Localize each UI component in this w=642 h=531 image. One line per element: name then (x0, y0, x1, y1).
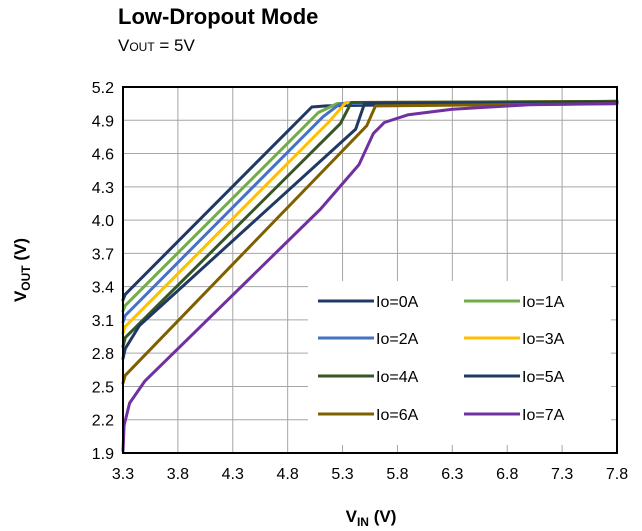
y-tick-label: 4.3 (92, 180, 114, 197)
y-tick-label: 4.6 (92, 147, 114, 164)
legend-background (308, 281, 611, 445)
x-tick-label: 3.8 (167, 466, 189, 483)
legend-label-io-6a: Io=6A (376, 407, 419, 424)
y-tick-label: 2.5 (92, 379, 114, 396)
legend-label-io-2a: Io=2A (376, 331, 419, 348)
y-tick-label: 3.1 (92, 313, 114, 330)
y-tick-label: 4.0 (92, 213, 114, 230)
legend-label-io-4a: Io=4A (376, 369, 419, 386)
y-tick-label: 1.9 (92, 446, 114, 463)
chart-subtitle: VOUT = 5V (118, 36, 195, 56)
x-tick-label: 7.8 (606, 466, 628, 483)
series-line-io-5a (121, 101, 619, 361)
y-tick-label: 2.8 (92, 346, 114, 363)
x-tick-label: 6.8 (496, 466, 518, 483)
legend-label-io-7a: Io=7A (522, 407, 565, 424)
x-axis-title: VIN (V) (346, 507, 397, 529)
x-tick-label: 5.8 (386, 466, 408, 483)
tick-labels: 3.3 3.8 4.3 4.8 5.3 5.8 6.3 6.8 7.3 7.8 1.9 2.2 2.5 2… (92, 80, 628, 483)
y-tick-label: 5.2 (92, 80, 114, 97)
subtitle-value: = 5V (154, 36, 195, 55)
y-axis-title: VOUT (V) (11, 238, 33, 302)
legend-label-io-0a: Io=0A (376, 294, 419, 311)
x-tick-label: 7.3 (551, 466, 573, 483)
chart-title: Low-Dropout Mode (118, 4, 319, 29)
x-tick-label: 5.3 (331, 466, 353, 483)
legend-label-io-3a: Io=3A (522, 331, 565, 348)
y-tick-label: 4.9 (92, 113, 114, 130)
series-line-io-1a (121, 99, 619, 313)
legend-label-io-5a: Io=5A (522, 369, 565, 386)
y-tick-label: 2.2 (92, 413, 114, 430)
legend: Io=0A Io=1A Io=2A Io=3A Io=4A Io=5A Io=6A Io=7A (308, 281, 611, 445)
x-tick-label: 4.8 (277, 466, 299, 483)
subtitle-out: OUT (129, 40, 155, 54)
plot-frame (122, 86, 618, 454)
y-tick-label: 3.4 (92, 280, 114, 297)
x-tick-label: 4.3 (222, 466, 244, 483)
series-layer (121, 99, 619, 453)
x-tick-label: 3.3 (112, 466, 134, 483)
x-tick-label: 6.3 (441, 466, 463, 483)
series-line-io-0a (121, 99, 619, 302)
legend-label-io-1a: Io=1A (522, 294, 565, 311)
series-line-io-6a (121, 102, 619, 385)
y-tick-label: 3.7 (92, 246, 114, 263)
series-line-io-7a (121, 102, 619, 453)
subtitle-v: V (118, 36, 130, 55)
